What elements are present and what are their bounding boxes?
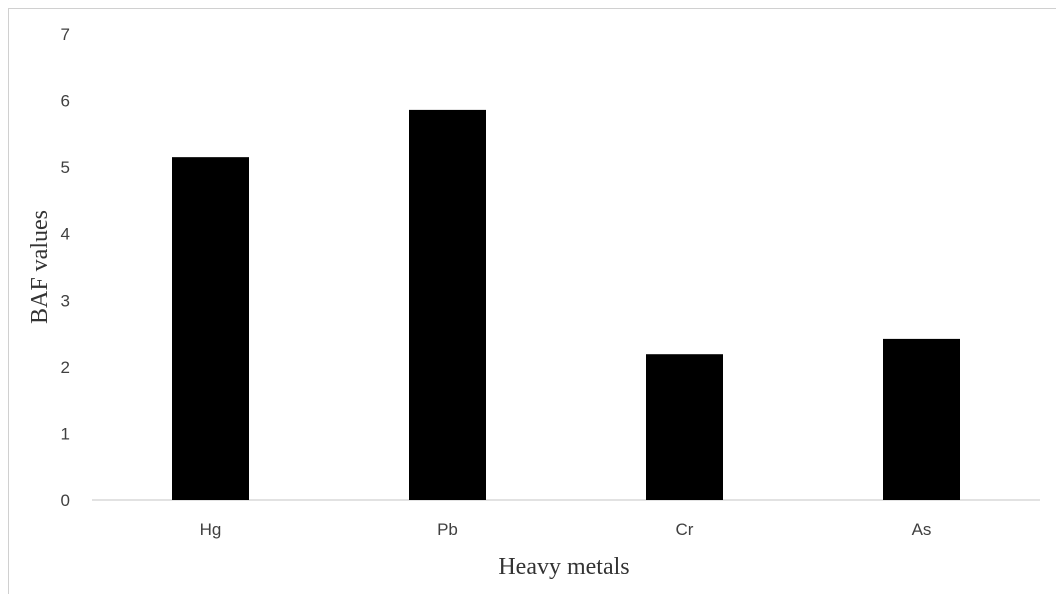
y-tick-label: 2 <box>61 358 70 377</box>
x-tick-label-cr: Cr <box>676 520 694 539</box>
bar-hg <box>172 157 249 500</box>
y-tick-label: 5 <box>61 158 70 177</box>
x-axis-ticks: Hg Pb Cr As <box>200 520 932 539</box>
bar-cr <box>646 354 723 500</box>
y-axis-ticks: 0 1 2 3 4 5 6 7 <box>61 25 70 510</box>
y-axis-title: BAF values <box>27 210 53 324</box>
y-tick-label: 6 <box>61 92 70 111</box>
x-axis-title: Heavy metals <box>498 554 629 580</box>
y-tick-label: 1 <box>61 424 70 443</box>
bar-as <box>883 338 960 500</box>
x-tick-label-as: As <box>912 520 932 539</box>
bars <box>172 109 960 501</box>
y-tick-label: 7 <box>61 25 70 44</box>
x-tick-label-pb: Pb <box>437 520 458 539</box>
y-tick-label: 4 <box>61 225 70 244</box>
x-tick-label-hg: Hg <box>200 520 222 539</box>
chart-frame <box>8 8 1056 594</box>
y-tick-label: 3 <box>61 291 70 310</box>
bar-pb <box>409 109 486 501</box>
y-tick-label: 0 <box>61 491 70 510</box>
